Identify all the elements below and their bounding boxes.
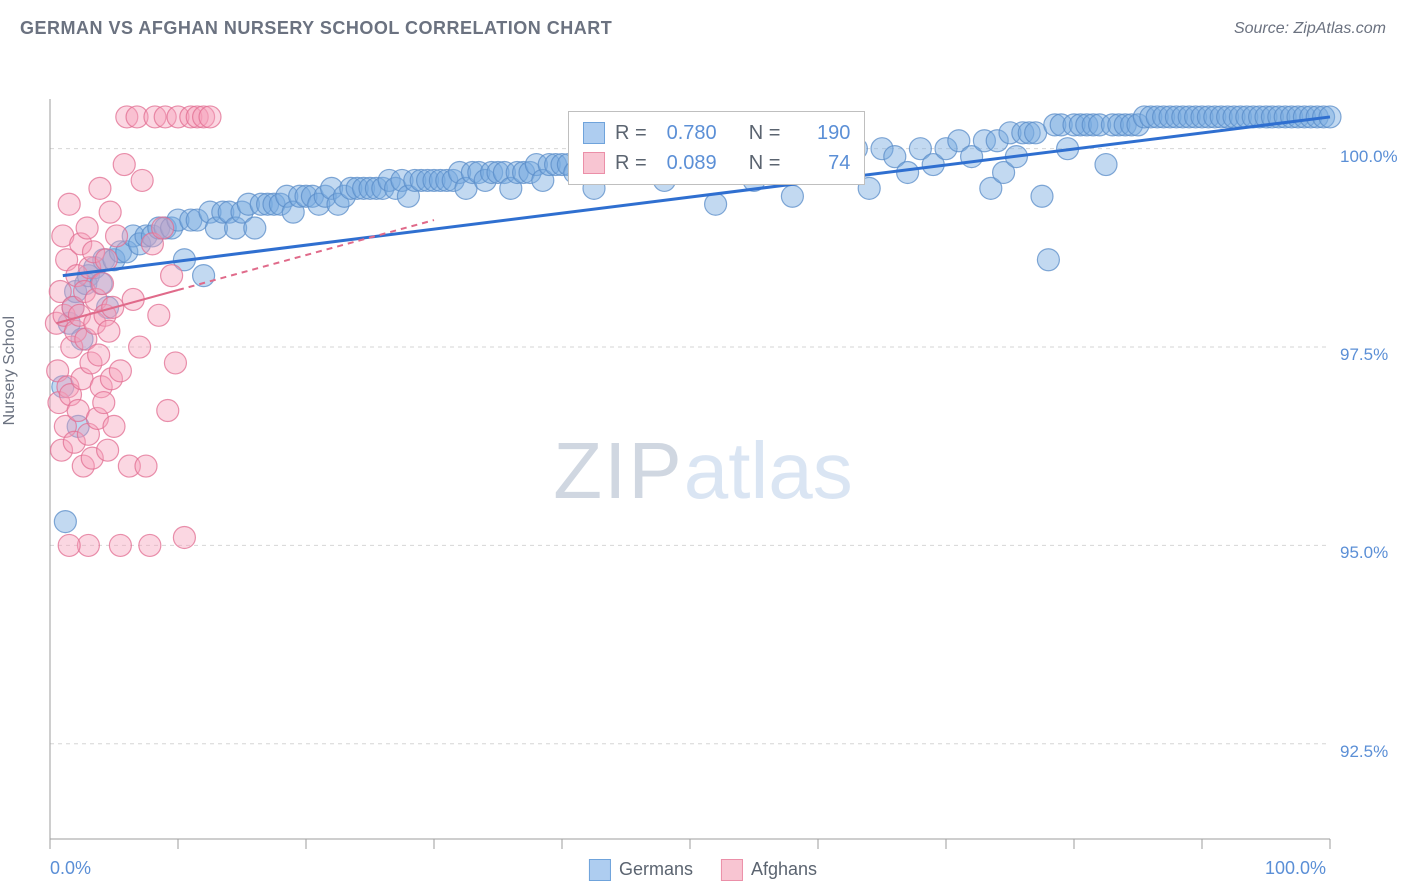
r-label: R =	[615, 148, 647, 178]
legend-swatch	[589, 859, 611, 881]
y-tick-label: 92.5%	[1340, 742, 1388, 762]
stats-legend-box: R = 0.780 N = 190 R = 0.089 N = 74	[568, 111, 865, 185]
legend-stat-row: R = 0.780 N = 190	[583, 118, 850, 148]
legend-item: Afghans	[721, 859, 817, 881]
chart-container: Nursery School ZIPatlas 100.0%97.5%95.0%…	[0, 51, 1406, 891]
legend-stat-row: R = 0.089 N = 74	[583, 148, 850, 178]
r-value: 0.089	[657, 148, 717, 178]
source-label: Source: ZipAtlas.com	[1234, 20, 1386, 38]
y-tick-label: 100.0%	[1340, 147, 1398, 167]
r-value: 0.780	[657, 118, 717, 148]
x-max-label: 100.0%	[1265, 858, 1326, 879]
n-value: 190	[790, 118, 850, 148]
x-min-label: 0.0%	[50, 858, 91, 879]
legend-swatch	[583, 122, 605, 144]
legend-swatch	[721, 859, 743, 881]
legend-item: Germans	[589, 859, 693, 881]
n-value: 74	[790, 148, 850, 178]
n-label: N =	[749, 148, 781, 178]
chart-title: GERMAN VS AFGHAN NURSERY SCHOOL CORRELAT…	[20, 18, 612, 39]
r-label: R =	[615, 118, 647, 148]
legend-label: Afghans	[751, 859, 817, 879]
y-axis-label: Nursery School	[1, 316, 19, 425]
legend-label: Germans	[619, 859, 693, 879]
series-legend: Germans Afghans	[589, 859, 817, 881]
n-label: N =	[749, 118, 781, 148]
y-tick-label: 95.0%	[1340, 543, 1388, 563]
y-tick-label: 97.5%	[1340, 345, 1388, 365]
legend-swatch	[583, 152, 605, 174]
